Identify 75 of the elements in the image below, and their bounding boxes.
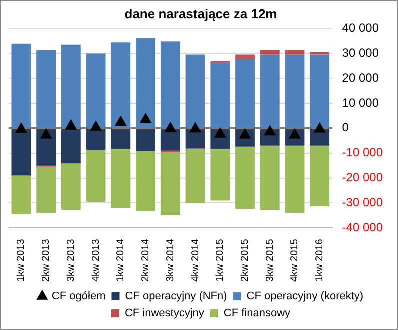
- x-tick-label: 3kw 2015: [264, 238, 276, 282]
- x-tick-label: 2kw 2014: [140, 238, 152, 282]
- bar: [86, 150, 106, 202]
- x-tick-label: 3kw 2014: [165, 238, 176, 282]
- point: [90, 121, 102, 132]
- point: [140, 113, 152, 124]
- bar: [160, 152, 180, 216]
- bar: [310, 146, 330, 206]
- y-tick-label: 40 000: [342, 20, 380, 35]
- x-tick-label: 1kw 2013: [16, 238, 28, 282]
- chart-title: dane narastające za 12m: [124, 6, 278, 22]
- legend-label: CF operacyjny (korekty): [246, 290, 364, 303]
- x-tick-label: 2kw 2015: [240, 238, 252, 282]
- bar: [111, 42, 131, 128]
- bar: [12, 176, 32, 214]
- legend-label: CF operacyjny (NFn): [125, 290, 228, 303]
- bar: [285, 146, 305, 213]
- legend-label: CF finansowy: [224, 308, 292, 320]
- bar: [136, 151, 156, 212]
- y-tick-label: 20 000: [342, 70, 380, 85]
- bar: [12, 44, 32, 128]
- x-tick-label: 4kw 2015: [290, 238, 301, 282]
- x-tick-label: 4kw 2014: [190, 238, 202, 282]
- bar: [136, 38, 156, 128]
- y-tick-label: 0: [342, 120, 350, 135]
- bar: [210, 149, 230, 201]
- point: [314, 122, 326, 133]
- point: [214, 128, 226, 138]
- bar: [61, 129, 81, 164]
- bar: [111, 129, 131, 150]
- bar: [285, 50, 305, 55]
- bar: [111, 149, 131, 208]
- point: [115, 116, 127, 126]
- bar: [61, 44, 81, 128]
- y-tick-label: -40 000: [342, 220, 384, 235]
- bar: [186, 54, 206, 128]
- bar: [236, 54, 255, 60]
- y-tick-label: -30 000: [342, 196, 384, 210]
- bar: [36, 129, 56, 166]
- bar: [160, 42, 180, 128]
- bar: [86, 54, 106, 128]
- bar: [236, 146, 255, 209]
- x-tick-label: 1kw 2014: [116, 238, 127, 282]
- y-tick-label: 10 000: [342, 96, 380, 110]
- bar: [236, 59, 255, 128]
- bar: [186, 150, 206, 204]
- point: [16, 123, 28, 134]
- x-tick-label: 1kw 2015: [215, 238, 226, 282]
- bar: [260, 54, 280, 128]
- point: [190, 122, 202, 133]
- y-tick-label: -20 000: [342, 170, 384, 185]
- point: [65, 120, 77, 130]
- bar: [86, 129, 106, 150]
- x-tick-label: 3kw 2013: [66, 238, 77, 282]
- bar: [310, 54, 330, 128]
- bar: [36, 166, 56, 213]
- y-tick-label: -10 000: [342, 146, 384, 160]
- bar: [285, 54, 305, 128]
- point: [264, 126, 276, 136]
- bar: [210, 62, 230, 128]
- y-tick-label: 30 000: [342, 46, 380, 60]
- legend-label: CF inwestycyjny: [124, 308, 205, 320]
- bar: [136, 129, 156, 152]
- bar: [260, 50, 280, 55]
- legend-label: CF ogółem: [52, 290, 106, 303]
- point: [40, 128, 52, 139]
- point: [164, 122, 176, 132]
- x-tick-label: 4kw 2013: [90, 238, 102, 282]
- bar: [160, 129, 180, 151]
- bar: [36, 50, 56, 128]
- x-tick-label: 1kw 2016: [314, 238, 326, 282]
- bar: [260, 146, 280, 210]
- x-tick-label: 2kw 2013: [41, 238, 52, 282]
- bar: [12, 129, 32, 176]
- bar: [61, 164, 81, 210]
